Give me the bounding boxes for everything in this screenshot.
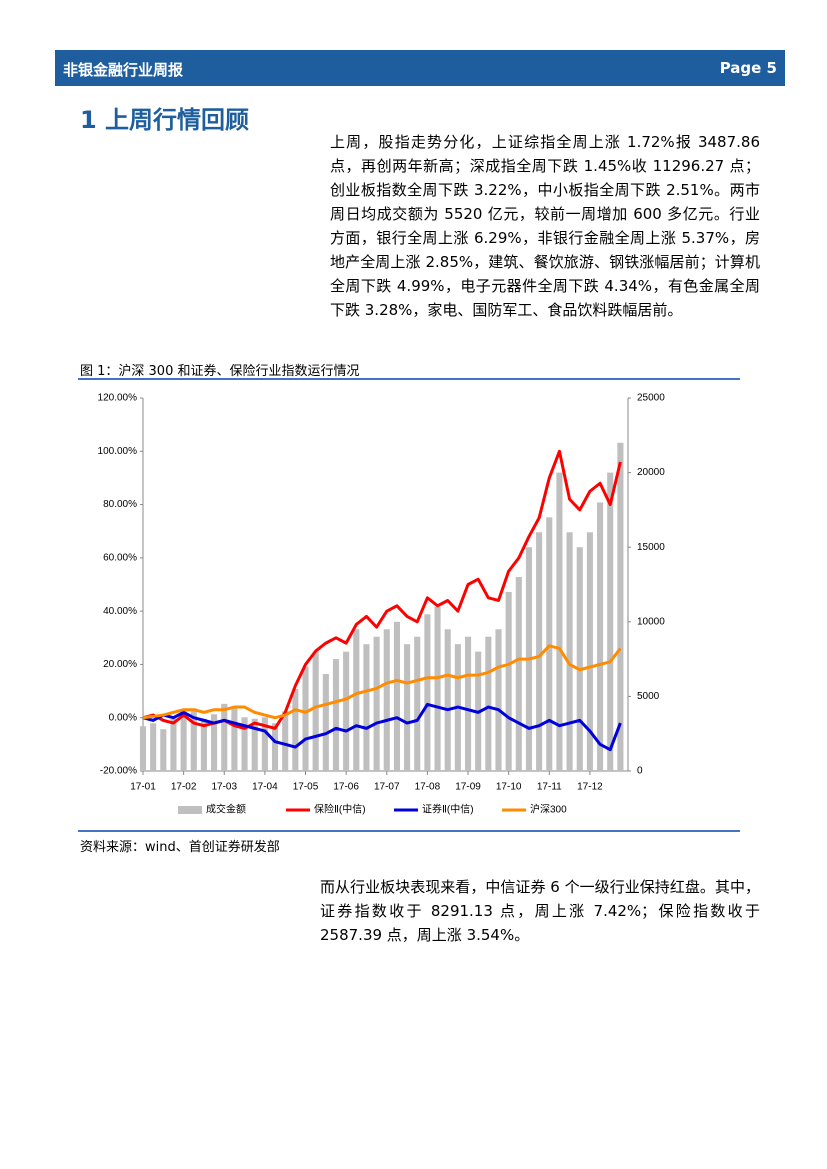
- x-tick-label: 17-10: [496, 782, 522, 793]
- x-tick-label: 17-02: [171, 782, 197, 793]
- bar: [363, 644, 370, 771]
- x-tick-label: 17-05: [293, 782, 319, 793]
- y-tick-label: 80.00%: [103, 499, 137, 510]
- bar: [515, 577, 522, 771]
- x-tick-label: 17-07: [374, 782, 400, 793]
- bar: [556, 472, 563, 771]
- y-tick-label: 120.00%: [98, 393, 138, 404]
- bar: [211, 714, 218, 771]
- legend-label: 证券Ⅱ(中信): [422, 803, 474, 816]
- rule: [78, 830, 740, 832]
- bar: [251, 718, 258, 771]
- y-tick-label: 0.00%: [109, 712, 137, 723]
- line: [142, 644, 622, 720]
- y2-tick-label: 20000: [637, 467, 665, 478]
- bar: [292, 688, 299, 771]
- y-tick-label: -20.00%: [100, 766, 137, 777]
- y2-tick-label: 25000: [637, 393, 665, 404]
- x-tick-label: 17-03: [211, 782, 237, 793]
- bar: [597, 502, 604, 771]
- rule: [78, 378, 740, 380]
- bar: [485, 636, 492, 771]
- bar: [536, 532, 543, 771]
- bar: [434, 606, 441, 771]
- bar: [393, 621, 400, 771]
- bar: [464, 636, 472, 771]
- y2-tick-label: 5000: [637, 691, 660, 702]
- bar: [373, 636, 380, 771]
- chart: -20.00% 0.00% 20.00% 40.00% 60.00% 80.00% 100.…: [98, 393, 666, 816]
- bar: [332, 659, 340, 771]
- paragraph: 而从行业板块表现来看，中信证券 6 个一级行业保持红盘。其中，证券指数收于 82…: [320, 878, 760, 944]
- bar: [271, 723, 279, 771]
- y2-tick-label: 10000: [637, 616, 665, 627]
- legend-label: 沪深300: [530, 803, 567, 816]
- header: 非银金融行业周报 Page 5: [55, 50, 785, 86]
- bar: [312, 651, 319, 771]
- bar: [343, 651, 350, 771]
- legend-label: 成交金额: [206, 803, 246, 816]
- legend-swatch: [178, 806, 202, 814]
- bar: [261, 717, 268, 771]
- page-number: Page 5: [719, 59, 777, 77]
- x-tick-label: 17-01: [130, 782, 156, 793]
- figure-source: 资料来源：wind、首创证券研发部: [80, 840, 280, 855]
- header-title: 非银金融行业周报: [63, 61, 184, 79]
- legend-label: 保险Ⅱ(中信): [314, 803, 366, 816]
- x-tick-label: 17-06: [333, 782, 359, 793]
- bar: [322, 674, 329, 771]
- figure-caption: 图 1：沪深 300 和证券、保险行业指数运行情况: [80, 364, 360, 379]
- bar: [424, 614, 431, 771]
- line: [142, 702, 622, 752]
- paragraph: 上周，股指走势分化，上证综指全周上涨 1.72%报 3487.86 点，再创两年…: [330, 133, 760, 319]
- bar: [607, 472, 614, 771]
- x-tick-label: 17-09: [455, 782, 481, 793]
- bar: [231, 706, 238, 771]
- y2-tick-label: 0: [637, 766, 643, 777]
- bar: [566, 532, 573, 771]
- bar: [221, 703, 228, 771]
- x-tick-label: 17-04: [252, 782, 278, 793]
- section-title: 1 上周行情回顾: [80, 106, 250, 134]
- bar: [383, 629, 390, 771]
- x-tick-label: 17-08: [415, 782, 441, 793]
- bar: [404, 644, 411, 771]
- bar: [586, 532, 593, 771]
- bar: [282, 711, 289, 771]
- bar: [160, 729, 167, 771]
- bar: [353, 629, 360, 771]
- bar: [576, 547, 583, 771]
- bar: [170, 718, 177, 771]
- bar: [505, 591, 512, 771]
- bar: [495, 629, 502, 771]
- y-tick-label: 60.00%: [103, 552, 137, 563]
- x-tick-label: 17-12: [577, 782, 603, 793]
- y-tick-label: 20.00%: [103, 659, 137, 670]
- y-tick-label: 40.00%: [103, 606, 137, 617]
- bar: [302, 666, 309, 771]
- bar: [414, 636, 421, 771]
- y-tick-label: 100.00%: [98, 446, 138, 457]
- y2-tick-label: 15000: [637, 542, 665, 553]
- bar: [444, 629, 451, 771]
- bar: [180, 711, 187, 771]
- bar: [139, 726, 147, 771]
- x-tick-label: 17-11: [537, 782, 562, 793]
- bar: [200, 718, 207, 771]
- bar: [617, 442, 624, 771]
- bar: [190, 708, 197, 771]
- bar: [241, 717, 248, 771]
- bar: [546, 517, 553, 771]
- bar: [150, 723, 157, 771]
